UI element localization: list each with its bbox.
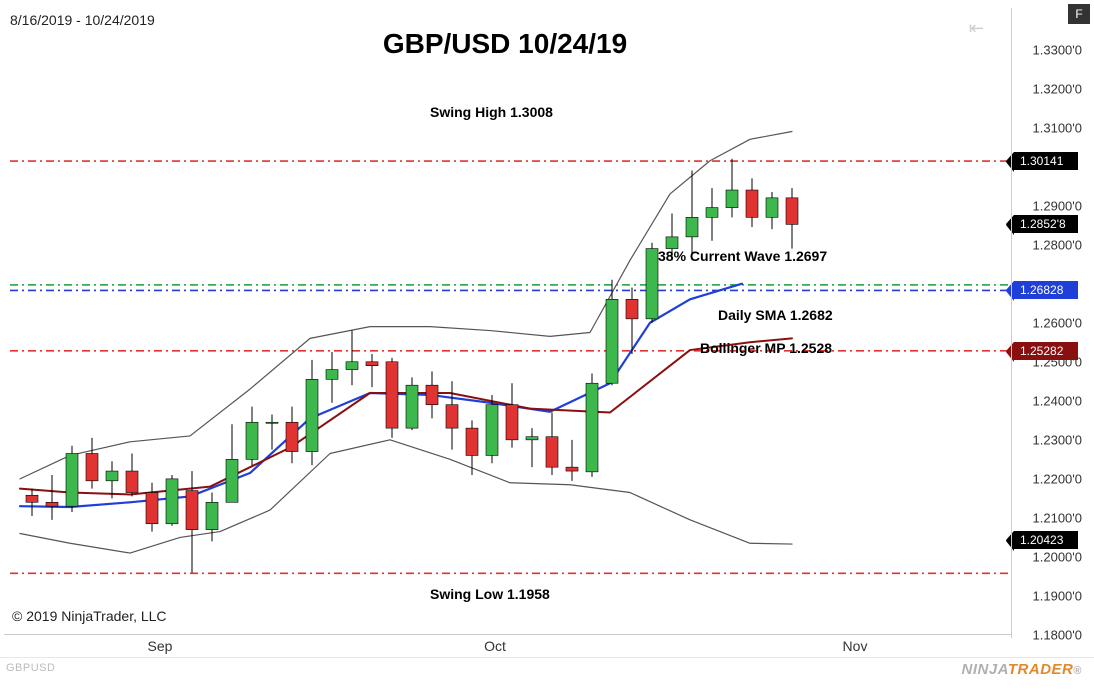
x-axis-line bbox=[4, 634, 1012, 635]
brand-logo: NINJATRADER® bbox=[961, 661, 1082, 678]
price-tag: 1.2852'8 bbox=[1014, 215, 1078, 233]
y-tick-label: 1.2300'0 bbox=[1033, 432, 1082, 447]
brand-reg: ® bbox=[1073, 665, 1082, 677]
y-tick-label: 1.2100'0 bbox=[1033, 510, 1082, 525]
price-tag-arrow bbox=[1006, 215, 1014, 233]
chart-annotation: Swing High 1.3008 bbox=[430, 104, 553, 120]
chart-annotation: Bollinger MP 1.2528 bbox=[700, 340, 832, 356]
price-tag-arrow bbox=[1006, 531, 1014, 549]
y-tick-label: 1.2400'0 bbox=[1033, 393, 1082, 408]
symbol-label: GBPUSD bbox=[6, 662, 55, 674]
y-tick-label: 1.2200'0 bbox=[1033, 471, 1082, 486]
price-tag: 1.25282 bbox=[1014, 342, 1078, 360]
y-tick-label: 1.1900'0 bbox=[1033, 588, 1082, 603]
x-tick-label: Nov bbox=[843, 638, 868, 654]
brand-part2: TRADER bbox=[1008, 661, 1074, 678]
y-tick-label: 1.3100'0 bbox=[1033, 120, 1082, 135]
price-tag-arrow bbox=[1006, 152, 1014, 170]
y-axis-line bbox=[1011, 8, 1012, 638]
chart-container: 8/16/2019 - 10/24/2019 GBP/USD 10/24/19 … bbox=[0, 0, 1094, 692]
y-tick-label: 1.3200'0 bbox=[1033, 81, 1082, 96]
price-tag-arrow bbox=[1006, 342, 1014, 360]
x-tick-label: Oct bbox=[484, 638, 506, 654]
chart-annotation: 38% Current Wave 1.2697 bbox=[658, 248, 827, 264]
brand-part1: NINJA bbox=[961, 661, 1007, 678]
price-tag: 1.30141 bbox=[1014, 152, 1078, 170]
chart-annotation: Swing Low 1.1958 bbox=[430, 586, 550, 602]
y-tick-label: 1.3300'0 bbox=[1033, 42, 1082, 57]
y-tick-label: 1.2000'0 bbox=[1033, 549, 1082, 564]
y-tick-label: 1.2600'0 bbox=[1033, 315, 1082, 330]
y-tick-label: 1.2900'0 bbox=[1033, 198, 1082, 213]
chart-annotation: Daily SMA 1.2682 bbox=[718, 307, 833, 323]
y-tick-label: 1.1800'0 bbox=[1033, 628, 1082, 643]
copyright-text: © 2019 NinjaTrader, LLC bbox=[12, 608, 167, 624]
x-tick-label: Sep bbox=[148, 638, 173, 654]
price-tag-arrow bbox=[1006, 281, 1014, 299]
price-tag: 1.26828 bbox=[1014, 281, 1078, 299]
bottom-separator bbox=[0, 657, 1094, 658]
price-tag: 1.20423 bbox=[1014, 531, 1078, 549]
y-tick-label: 1.2800'0 bbox=[1033, 237, 1082, 252]
